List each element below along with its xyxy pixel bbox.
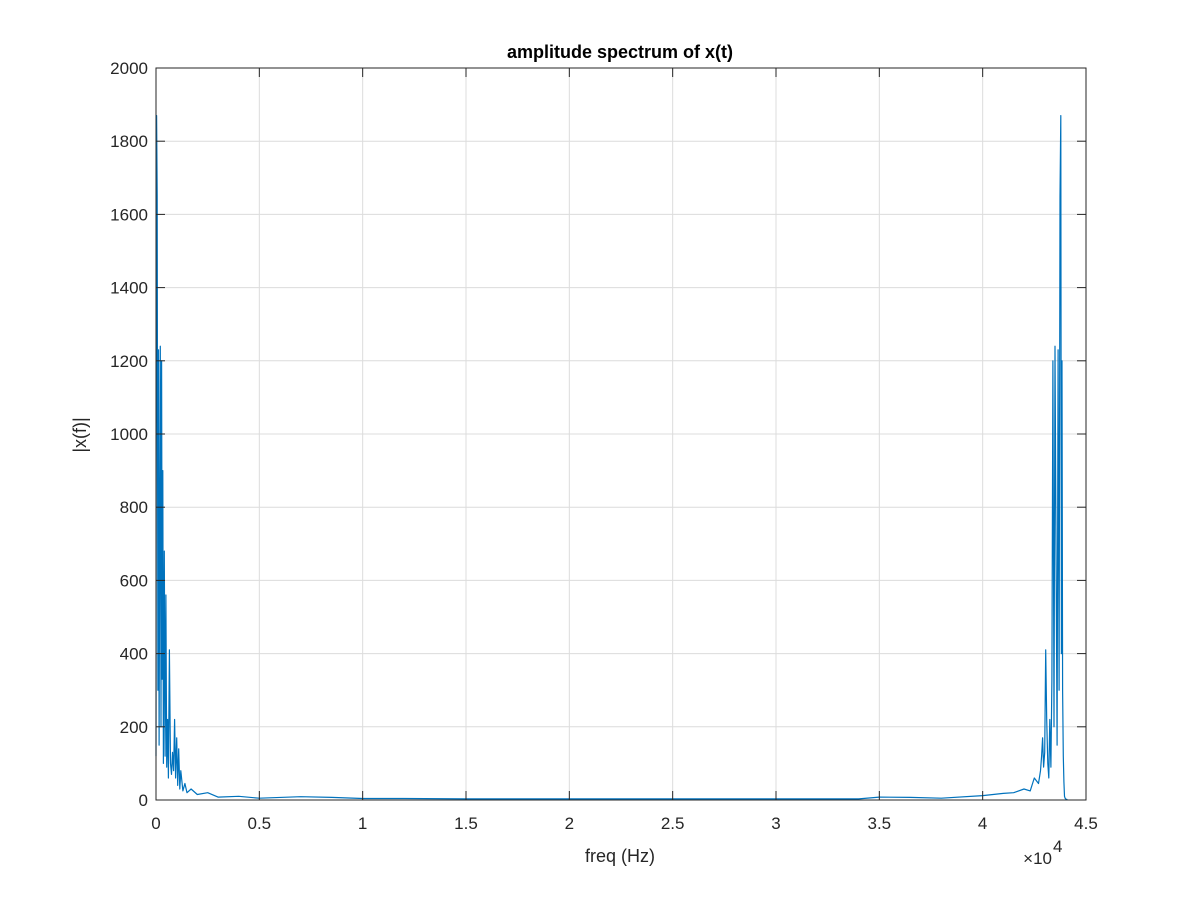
y-tick-label: 600 bbox=[120, 571, 148, 590]
x-tick-label: 1.5 bbox=[454, 814, 478, 833]
series-line-1 bbox=[155, 114, 1068, 801]
x-tick-label: 2 bbox=[565, 814, 574, 833]
x-tick-label: 4.5 bbox=[1074, 814, 1098, 833]
y-axis-label: |x(f)| bbox=[70, 417, 90, 452]
grid bbox=[156, 68, 1086, 800]
x-tick-label: 0.5 bbox=[248, 814, 272, 833]
x-tick-label: 0 bbox=[151, 814, 160, 833]
x-axis-multiplier-exponent: 4 bbox=[1053, 837, 1062, 856]
x-axis-label: freq (Hz) bbox=[585, 846, 655, 866]
x-tick-label: 3 bbox=[771, 814, 780, 833]
y-tick-label: 1200 bbox=[110, 352, 148, 371]
y-tick-label: 200 bbox=[120, 718, 148, 737]
x-tick-label: 3.5 bbox=[868, 814, 892, 833]
tick-labels: 0 0.5 1 1.5 2 2.5 3 3.5 4 4.5 0 200 400 600 800 1000 120… bbox=[110, 59, 1098, 833]
x-tick-label: 2.5 bbox=[661, 814, 685, 833]
axes bbox=[155, 67, 1087, 801]
y-tick-label: 1800 bbox=[110, 132, 148, 151]
plot-area bbox=[155, 114, 1068, 801]
y-tick-label: 0 bbox=[139, 791, 148, 810]
y-tick-label: 1000 bbox=[110, 425, 148, 444]
x-axis-multiplier: ×10 bbox=[1023, 849, 1052, 868]
y-tick-label: 1600 bbox=[110, 205, 148, 224]
y-tick-label: 1400 bbox=[110, 279, 148, 298]
y-tick-label: 2000 bbox=[110, 59, 148, 78]
chart-title: amplitude spectrum of x(t) bbox=[507, 42, 733, 62]
y-tick-label: 800 bbox=[120, 498, 148, 517]
x-tick-label: 1 bbox=[358, 814, 367, 833]
x-tick-label: 4 bbox=[978, 814, 987, 833]
y-tick-label: 400 bbox=[120, 645, 148, 664]
